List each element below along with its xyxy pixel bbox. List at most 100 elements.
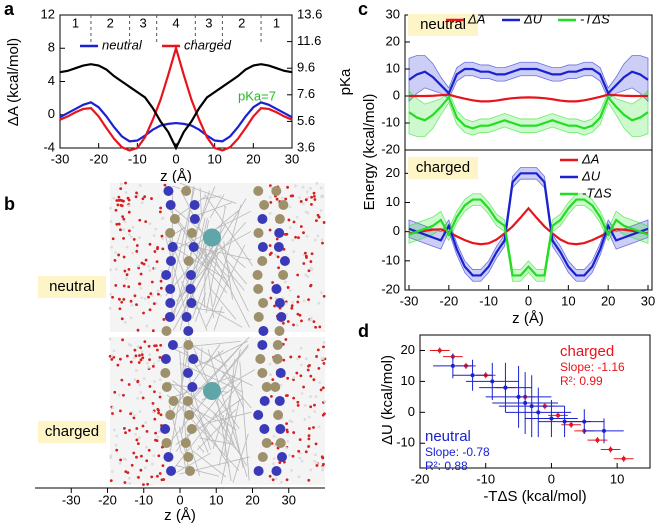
water — [272, 457, 276, 461]
x-tick-label: 10 — [209, 492, 223, 507]
water — [154, 344, 158, 348]
water — [135, 438, 139, 442]
headgroup — [271, 284, 282, 294]
water — [149, 292, 153, 296]
water — [135, 191, 138, 195]
water — [268, 362, 272, 366]
y2-tick-label: 9.6 — [297, 60, 315, 75]
y-tick-label: 0 — [393, 87, 400, 102]
water — [322, 294, 326, 298]
water — [108, 306, 112, 310]
lipid-chain — [182, 452, 187, 471]
label-box — [38, 421, 106, 443]
water — [119, 182, 123, 186]
legend-label: -TΔS — [582, 185, 612, 200]
headgroup — [167, 242, 178, 252]
water — [307, 445, 310, 448]
headgroup — [185, 284, 196, 294]
water — [274, 253, 278, 257]
headgroup — [186, 228, 197, 238]
headgroup — [278, 270, 289, 280]
water — [158, 395, 162, 399]
water — [313, 410, 317, 413]
water — [111, 295, 114, 299]
error-band — [408, 89, 649, 137]
water — [119, 187, 123, 191]
water — [143, 297, 147, 301]
water — [286, 286, 290, 289]
water — [300, 319, 303, 323]
point — [582, 419, 587, 424]
water — [159, 293, 163, 297]
water — [139, 358, 143, 362]
water — [113, 259, 117, 262]
water — [147, 366, 151, 369]
water — [315, 355, 318, 358]
water — [314, 395, 318, 399]
legend-label: -TΔS — [580, 11, 610, 26]
water — [302, 262, 306, 265]
water — [321, 468, 324, 472]
y-tick-label: -20 — [381, 281, 400, 296]
water — [163, 183, 167, 187]
water — [297, 236, 300, 240]
water — [140, 261, 144, 265]
headgroup — [182, 368, 193, 378]
water — [146, 482, 150, 486]
lipid-chain — [165, 236, 190, 326]
water — [137, 266, 141, 270]
water — [119, 228, 122, 232]
headgroup — [189, 214, 200, 224]
water — [272, 462, 275, 466]
water — [321, 241, 324, 245]
water — [130, 303, 134, 307]
water — [317, 366, 321, 370]
water — [286, 185, 289, 189]
x-tick-label: 30 — [285, 151, 299, 166]
water — [153, 390, 156, 394]
panel: a z (Å) ΔA (kcal/mol) -30 -20 -10 0 10 20 30 -4 0 4 8… — [4, 0, 354, 185]
headgroup — [271, 186, 282, 196]
water — [109, 206, 112, 210]
headgroup — [188, 354, 199, 364]
water — [299, 346, 303, 350]
y-tick-label: 12 — [41, 6, 55, 21]
water — [123, 321, 127, 324]
lipid-chain — [169, 237, 208, 331]
legend-label: neutral — [102, 37, 143, 52]
headgroup — [271, 466, 282, 476]
water — [127, 285, 131, 289]
water — [285, 422, 288, 426]
water — [287, 218, 291, 222]
water — [315, 219, 318, 222]
headgroup — [163, 452, 174, 462]
panel-letter: d — [358, 321, 369, 341]
lipid-chain — [206, 349, 224, 365]
water — [150, 197, 153, 200]
water — [279, 480, 283, 484]
headgroup — [255, 354, 266, 364]
y2-tick-label: 7.6 — [297, 86, 315, 101]
panel-label: neutral — [420, 16, 466, 33]
water — [127, 476, 131, 480]
water — [119, 458, 123, 462]
water — [160, 234, 164, 238]
y-tick-label: -10 — [396, 435, 415, 450]
water — [114, 283, 118, 287]
water — [300, 459, 304, 463]
water — [318, 325, 322, 329]
x-tick-label: 10 — [561, 293, 575, 308]
panel-letter: b — [4, 194, 15, 214]
water — [127, 233, 131, 237]
error-band — [408, 193, 649, 282]
water — [312, 320, 316, 324]
water — [296, 403, 300, 407]
water — [286, 430, 289, 434]
water — [302, 385, 305, 389]
water — [108, 337, 112, 341]
headgroup — [259, 396, 270, 406]
headgroup — [189, 200, 200, 210]
lipid-chain — [187, 404, 211, 437]
point — [523, 401, 528, 406]
water — [115, 199, 119, 202]
